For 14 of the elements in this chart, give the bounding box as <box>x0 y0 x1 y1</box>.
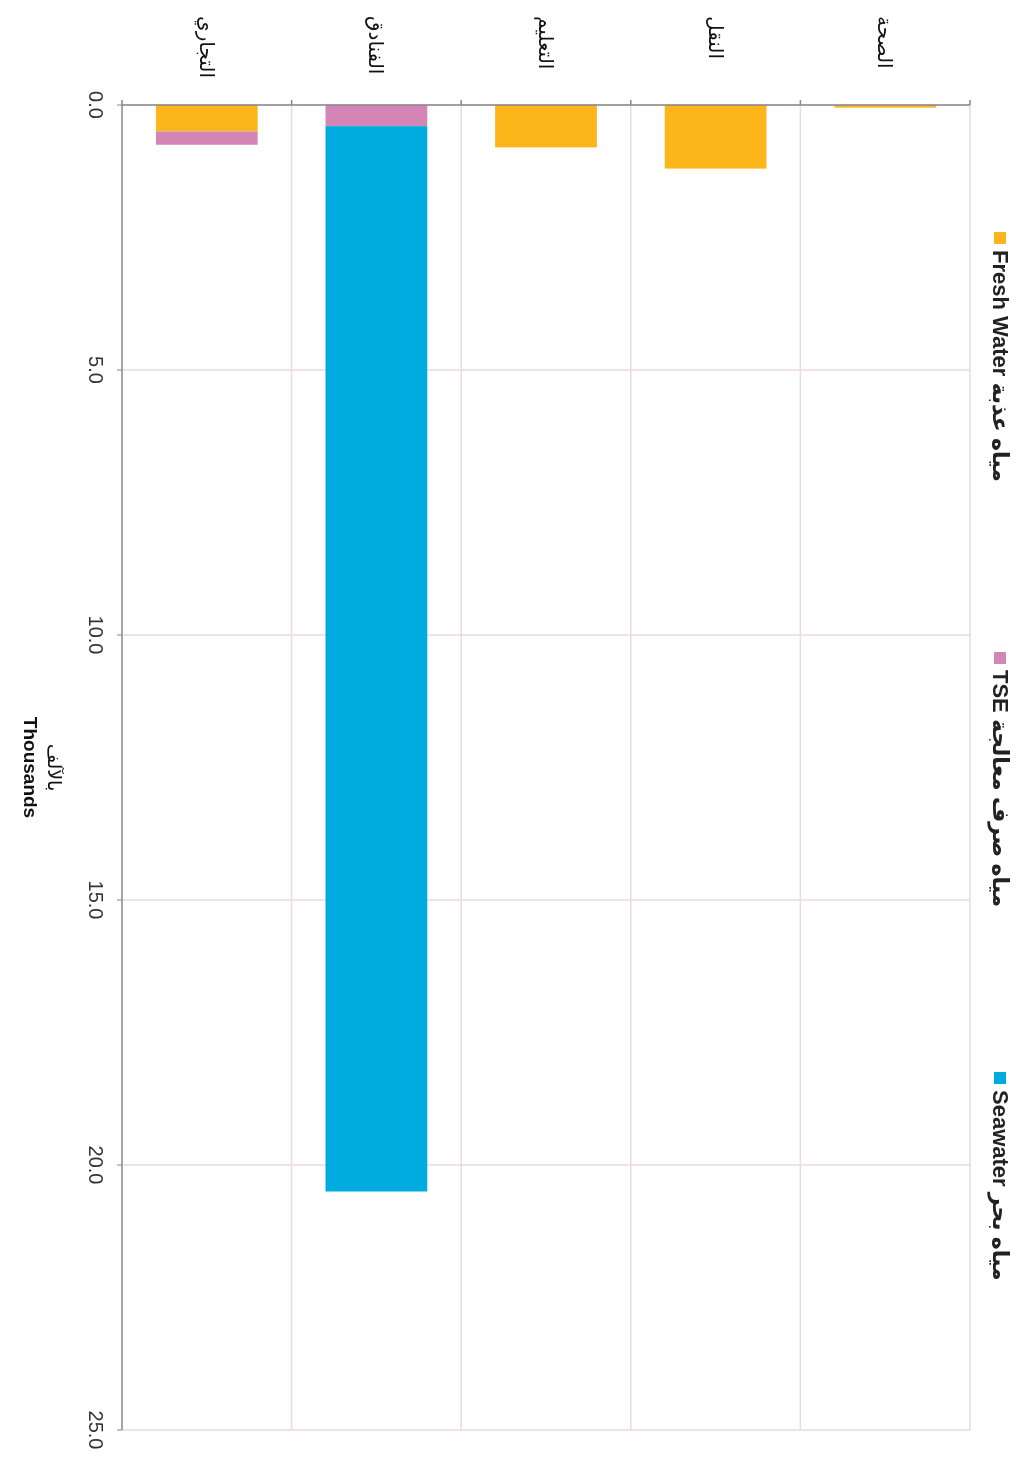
y-tick-label: 20.0 <box>85 1145 107 1185</box>
y-tick-label: 15.0 <box>85 880 107 920</box>
y-tick-label: 25.0 <box>85 1410 107 1450</box>
x-tick-label: التعليم <box>534 16 557 70</box>
x-tick-label: الصحة <box>874 16 897 69</box>
legend-label: Seawater مياه بحر <box>986 1090 1013 1281</box>
x-tick-label: الفنادق <box>365 16 388 75</box>
legend-label: Fresh Water مياه عذبة <box>987 250 1013 482</box>
y-tick-label: 10.0 <box>85 615 107 655</box>
x-tick-label: النقل <box>704 16 727 59</box>
x-tick-label: التجاري <box>193 16 218 79</box>
y-tick-label: 0.0 <box>85 91 107 119</box>
legend-label: TSE مياه صرف معالجة <box>986 670 1013 908</box>
y-tick-label: 5.0 <box>85 356 107 384</box>
